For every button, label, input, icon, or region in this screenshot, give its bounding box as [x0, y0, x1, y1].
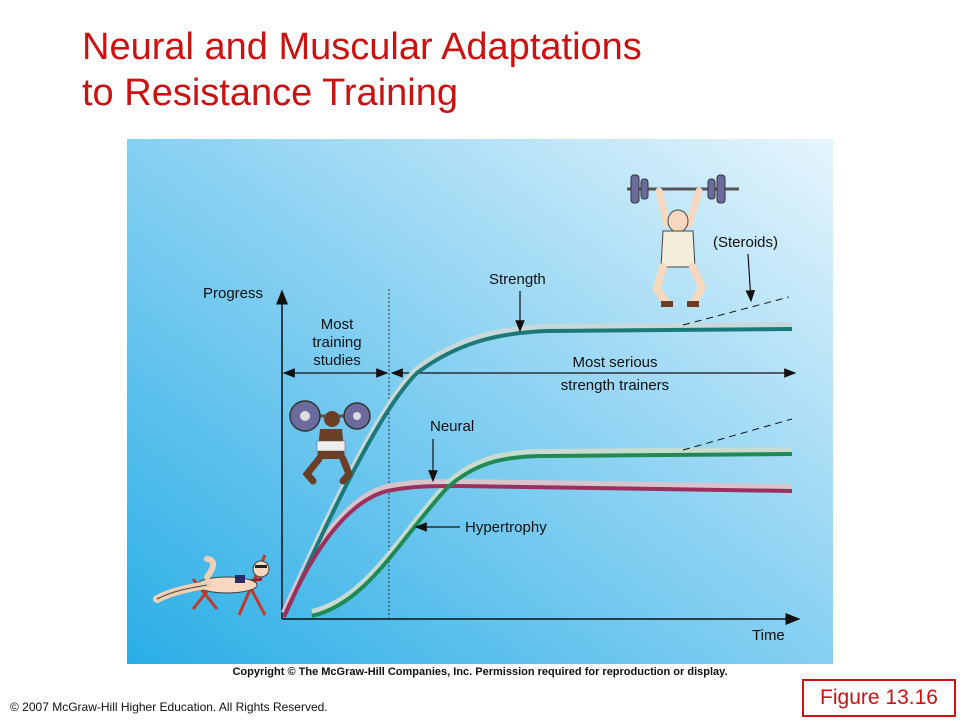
steroids-strength-extension [682, 296, 790, 326]
x-axis-label: Time [752, 627, 785, 644]
late-phase-label-2: strength trainers [561, 377, 669, 394]
title-line-1: Neural and Muscular Adaptations [82, 26, 642, 68]
steroids-label: (Steroids) [713, 234, 778, 251]
early-phase-label-1: Most [321, 316, 354, 333]
early-phase-label-3: studies [313, 352, 361, 369]
figure-number-badge: Figure 13.16 [802, 679, 956, 717]
squatting-lifter-illustration [289, 400, 371, 485]
slide-title: Neural and Muscular Adaptations to Resis… [82, 24, 642, 116]
y-axis-label: Progress [203, 285, 263, 302]
title-line-2: to Resistance Training [82, 72, 458, 114]
strength-curve [282, 327, 793, 618]
rights-notice: © 2007 McGraw-Hill Higher Education. All… [10, 700, 328, 714]
hypertrophy-curve [311, 452, 793, 618]
steroids-hypertrophy-extension [682, 418, 793, 451]
overhead-lifter-illustration [627, 174, 739, 308]
strength-label: Strength [489, 271, 546, 288]
adaptation-diagram: Progress Time Most training studies Most… [127, 139, 833, 664]
late-phase-label-1: Most serious [572, 354, 657, 371]
copyright-notice: Copyright © The McGraw-Hill Companies, I… [232, 666, 728, 678]
reclining-person-illustration [153, 554, 270, 616]
neural-curve [282, 483, 793, 618]
steroids-pointer [745, 253, 756, 303]
hypertrophy-label: Hypertrophy [465, 519, 547, 536]
neural-label: Neural [430, 418, 474, 435]
early-phase-label-2: training [312, 334, 361, 351]
